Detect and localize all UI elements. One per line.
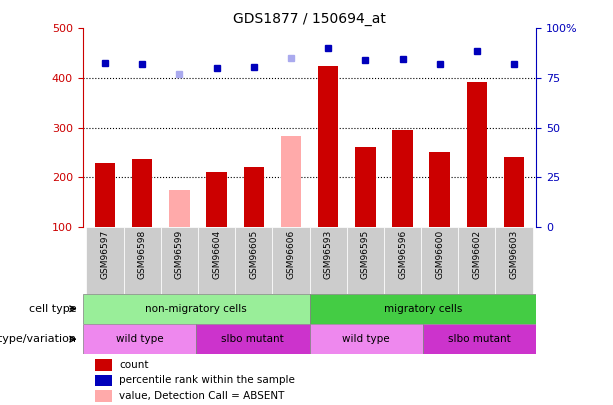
Text: wild type: wild type — [116, 334, 163, 344]
Bar — [83, 294, 310, 324]
Bar — [207, 172, 227, 227]
Bar — [235, 227, 272, 294]
Bar — [310, 294, 536, 324]
Text: GSM96596: GSM96596 — [398, 230, 407, 279]
Bar — [504, 157, 524, 227]
Bar — [495, 227, 533, 294]
Text: GSM96593: GSM96593 — [324, 230, 333, 279]
Bar — [459, 227, 495, 294]
Title: GDS1877 / 150694_at: GDS1877 / 150694_at — [233, 12, 386, 26]
Bar — [132, 159, 153, 227]
Text: migratory cells: migratory cells — [384, 304, 462, 314]
Bar — [421, 227, 459, 294]
Bar — [466, 82, 487, 227]
Bar — [384, 227, 421, 294]
Bar — [124, 227, 161, 294]
Text: wild type: wild type — [343, 334, 390, 344]
Text: GSM96599: GSM96599 — [175, 230, 184, 279]
Text: GSM96605: GSM96605 — [249, 230, 258, 279]
Bar — [243, 167, 264, 227]
Bar — [272, 227, 310, 294]
Bar — [169, 190, 189, 227]
Bar — [310, 324, 423, 354]
Bar — [310, 227, 347, 294]
Text: genotype/variation: genotype/variation — [0, 334, 77, 344]
Bar — [161, 227, 198, 294]
Bar — [318, 66, 338, 227]
Text: value, Detection Call = ABSENT: value, Detection Call = ABSENT — [119, 391, 284, 401]
Text: GSM96603: GSM96603 — [509, 230, 519, 279]
Text: cell type: cell type — [29, 304, 77, 314]
Text: slbo mutant: slbo mutant — [221, 334, 284, 344]
Text: GSM96604: GSM96604 — [212, 230, 221, 279]
Bar — [83, 324, 196, 354]
Bar — [355, 147, 376, 227]
Bar — [95, 390, 112, 402]
Text: GSM96600: GSM96600 — [435, 230, 444, 279]
Bar — [95, 163, 115, 227]
Bar — [430, 152, 450, 227]
Text: GSM96598: GSM96598 — [138, 230, 147, 279]
Bar — [423, 324, 536, 354]
Bar — [281, 136, 301, 227]
Bar — [347, 227, 384, 294]
Bar — [196, 324, 310, 354]
Text: GSM96595: GSM96595 — [361, 230, 370, 279]
Text: GSM96597: GSM96597 — [101, 230, 110, 279]
Bar — [86, 227, 124, 294]
Text: non-migratory cells: non-migratory cells — [145, 304, 247, 314]
Text: count: count — [119, 360, 148, 370]
Bar — [198, 227, 235, 294]
Text: percentile rank within the sample: percentile rank within the sample — [119, 375, 295, 386]
Text: slbo mutant: slbo mutant — [448, 334, 511, 344]
Bar — [95, 359, 112, 371]
Bar — [392, 130, 413, 227]
Bar — [95, 375, 112, 386]
Text: GSM96606: GSM96606 — [286, 230, 295, 279]
Text: GSM96602: GSM96602 — [473, 230, 481, 279]
